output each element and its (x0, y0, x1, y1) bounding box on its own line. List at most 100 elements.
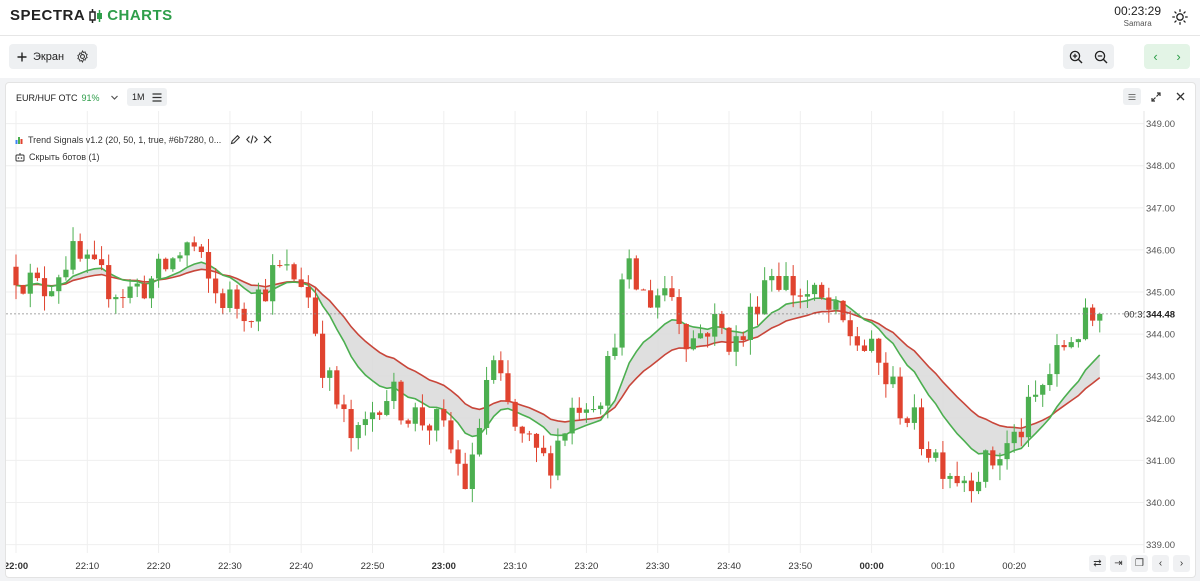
candle-body (512, 401, 518, 427)
candle-body (1011, 431, 1017, 444)
x-tick-label: 00:10 (931, 561, 955, 572)
candle-body (983, 450, 989, 482)
candle-body (840, 300, 846, 321)
candle-body (1018, 431, 1024, 438)
zoom-out-icon[interactable] (1094, 50, 1108, 64)
candle-body (890, 376, 896, 385)
panel-header: EUR/HUF OTC 91% 1M (6, 83, 1195, 111)
chevron-right-icon[interactable]: › (1176, 49, 1181, 64)
chevron-left-icon[interactable]: ‹ (1153, 49, 1158, 64)
candle-body (598, 405, 604, 410)
candle-body (790, 276, 796, 296)
hide-bots-toggle[interactable]: Скрыть ботов (1) (15, 152, 100, 162)
y-tick-label: 342.00 (1146, 414, 1175, 425)
close-panel-icon[interactable] (1171, 88, 1189, 105)
app-logo[interactable]: SPECTRA CHARTS (10, 7, 173, 24)
candlestick-chart[interactable]: 349.00 348.00 347.00 346.00 345.00 344.00 343.… (6, 83, 1195, 577)
candle-body (476, 427, 483, 455)
candle-body (690, 338, 696, 350)
y-tick-label: 345.00 (1146, 288, 1175, 299)
plus-icon (17, 52, 27, 61)
candle-body (398, 381, 404, 421)
candle-body (783, 276, 789, 290)
candle-body (170, 258, 176, 270)
theme-toggle-sun-icon[interactable] (1172, 9, 1188, 25)
candle-body (911, 407, 917, 423)
candle-body (448, 420, 454, 450)
candle-body (740, 336, 746, 340)
candle-body (541, 447, 547, 454)
scroll-to-end-icon[interactable]: ⇥ (1110, 555, 1127, 572)
edit-pencil-icon[interactable] (230, 134, 241, 145)
add-screen-button[interactable]: Экран (9, 44, 98, 69)
timeframe-selector[interactable]: 1M (127, 88, 167, 106)
candle-body (505, 373, 511, 402)
candle-body (1068, 342, 1074, 348)
candle-body (163, 258, 169, 270)
candle-body (712, 313, 718, 337)
candle-body (248, 321, 254, 323)
remove-indicator-icon[interactable] (263, 135, 272, 144)
candle-body (897, 376, 903, 419)
price-label-box (1145, 306, 1191, 321)
candle-body (683, 324, 689, 350)
clock-time: 00:23:29 (1114, 4, 1161, 18)
settings-sliders-icon[interactable]: ⇄ (1089, 555, 1106, 572)
current-price-label: 344.48 (1146, 309, 1175, 320)
candle-body (412, 407, 418, 424)
scroll-right-icon[interactable]: › (1173, 555, 1190, 572)
candle-body (826, 297, 832, 310)
candle-body (234, 289, 240, 309)
candle-body (220, 293, 226, 309)
candle-body (120, 297, 126, 299)
candle-body (327, 370, 333, 378)
hide-bots-label: Скрыть ботов (1) (29, 152, 100, 162)
candle-body (291, 264, 297, 280)
x-tick-label: 23:20 (575, 561, 599, 572)
payout-percent: 91% (81, 92, 100, 103)
x-tick-label: 23:10 (503, 561, 527, 572)
candle-body (811, 284, 818, 295)
candle-body (106, 265, 112, 300)
source-code-icon[interactable] (246, 134, 259, 145)
settings-gear-icon[interactable] (76, 50, 89, 63)
symbol-selector[interactable]: EUR/HUF OTC 91% (11, 89, 124, 106)
candle-body (191, 242, 197, 247)
indicator-legend: Trend Signals v1.2 (20, 50, 1, true, #6b… (15, 134, 272, 145)
candle-body (198, 246, 204, 253)
candle-body (227, 289, 233, 309)
candle-body (63, 269, 69, 278)
candle-body (869, 338, 875, 351)
candle-body (455, 449, 461, 464)
candle-body (1090, 307, 1096, 321)
x-tick-label: 22:50 (361, 561, 385, 572)
x-tick-label: 22:10 (75, 561, 99, 572)
chevron-down-icon (110, 95, 118, 100)
candle-body (127, 286, 133, 298)
scroll-left-icon[interactable]: ‹ (1152, 555, 1169, 572)
candle-body (441, 409, 447, 421)
screen-label: Экран (33, 50, 65, 63)
candle-body (270, 265, 276, 302)
logo-text-charts: CHARTS (107, 7, 173, 24)
zoom-in-icon[interactable] (1069, 50, 1083, 64)
y-tick-label: 343.00 (1146, 372, 1175, 383)
candle-body (113, 297, 119, 300)
copy-icon[interactable]: ❐ (1131, 555, 1148, 572)
expand-icon[interactable] (1147, 88, 1165, 105)
candle-body (918, 407, 925, 450)
x-tick-label: 22:00 (6, 561, 28, 572)
candle-body (305, 286, 311, 298)
candle-body (926, 449, 932, 458)
candle-body (705, 333, 711, 337)
chart-corner-tools: ⇄ ⇥ ❐ ‹ › (1089, 555, 1190, 572)
candle-body (697, 333, 704, 339)
candle-body (1082, 307, 1089, 340)
candle-body (647, 290, 654, 308)
candle-body (1040, 385, 1046, 395)
panel-list-icon[interactable] (1123, 88, 1141, 105)
candle-body (34, 272, 40, 279)
zoom-controls (1063, 44, 1114, 69)
candle-body (49, 291, 55, 297)
candle-body (961, 480, 967, 484)
